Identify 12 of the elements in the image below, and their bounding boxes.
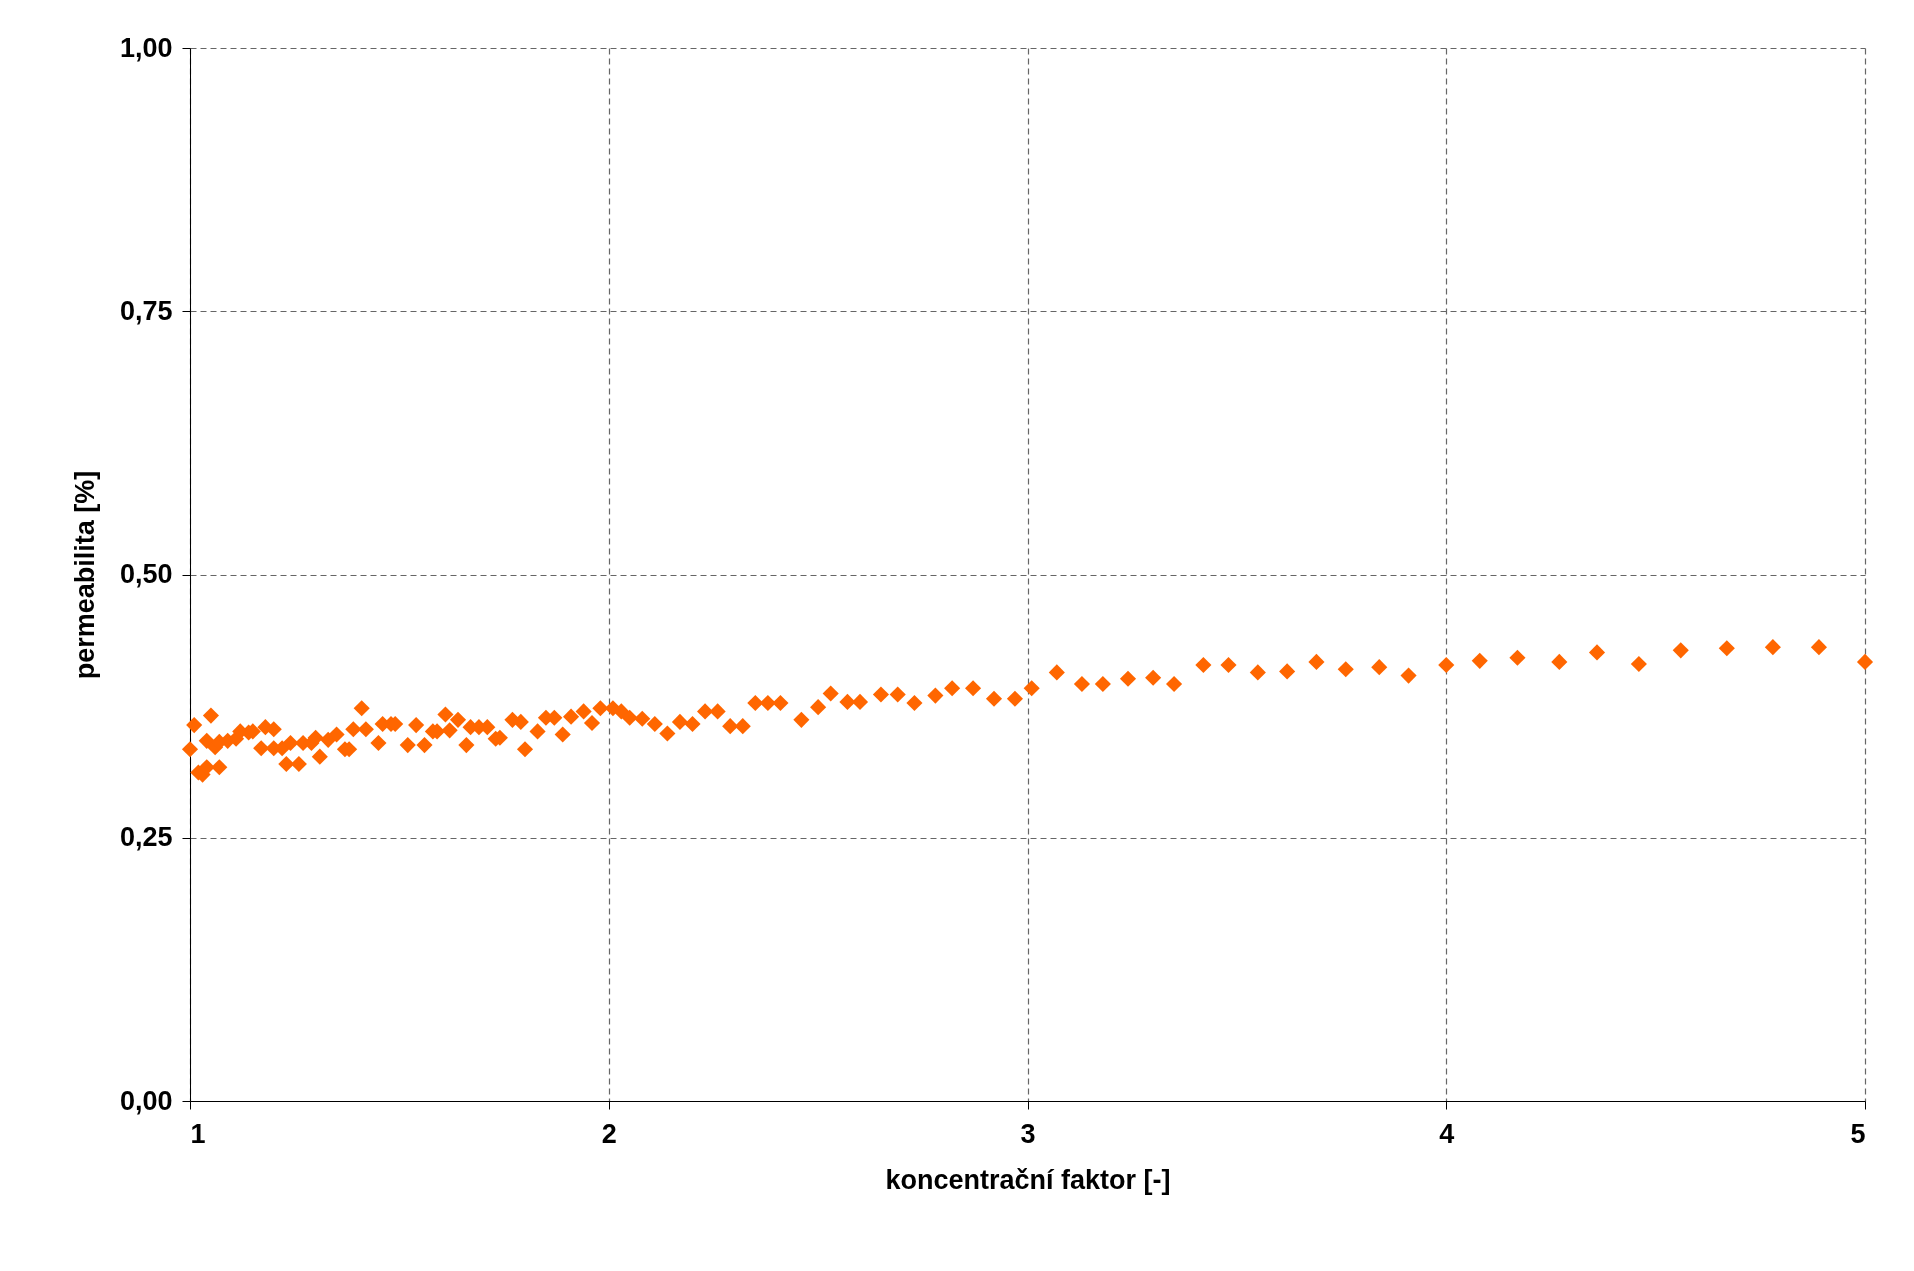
y-tick-label: 0,00 (119, 1085, 173, 1116)
x-tick-label: 5 (1850, 1118, 1866, 1149)
x-tick-label: 2 (601, 1118, 617, 1149)
x-axis-title: koncentrační faktor [-] (885, 1164, 1171, 1195)
x-tick-label: 4 (1439, 1118, 1455, 1149)
y-axis-title: permeabilita [%] (69, 470, 100, 680)
y-tick-label: 0,50 (119, 559, 173, 589)
x-tick-label: 1 (190, 1118, 206, 1149)
y-tick-label: 0,75 (119, 295, 173, 326)
y-tick-label: 0,25 (119, 822, 173, 853)
y-tick-label: 1,00 (119, 32, 173, 63)
x-tick-label: 3 (1020, 1118, 1036, 1149)
